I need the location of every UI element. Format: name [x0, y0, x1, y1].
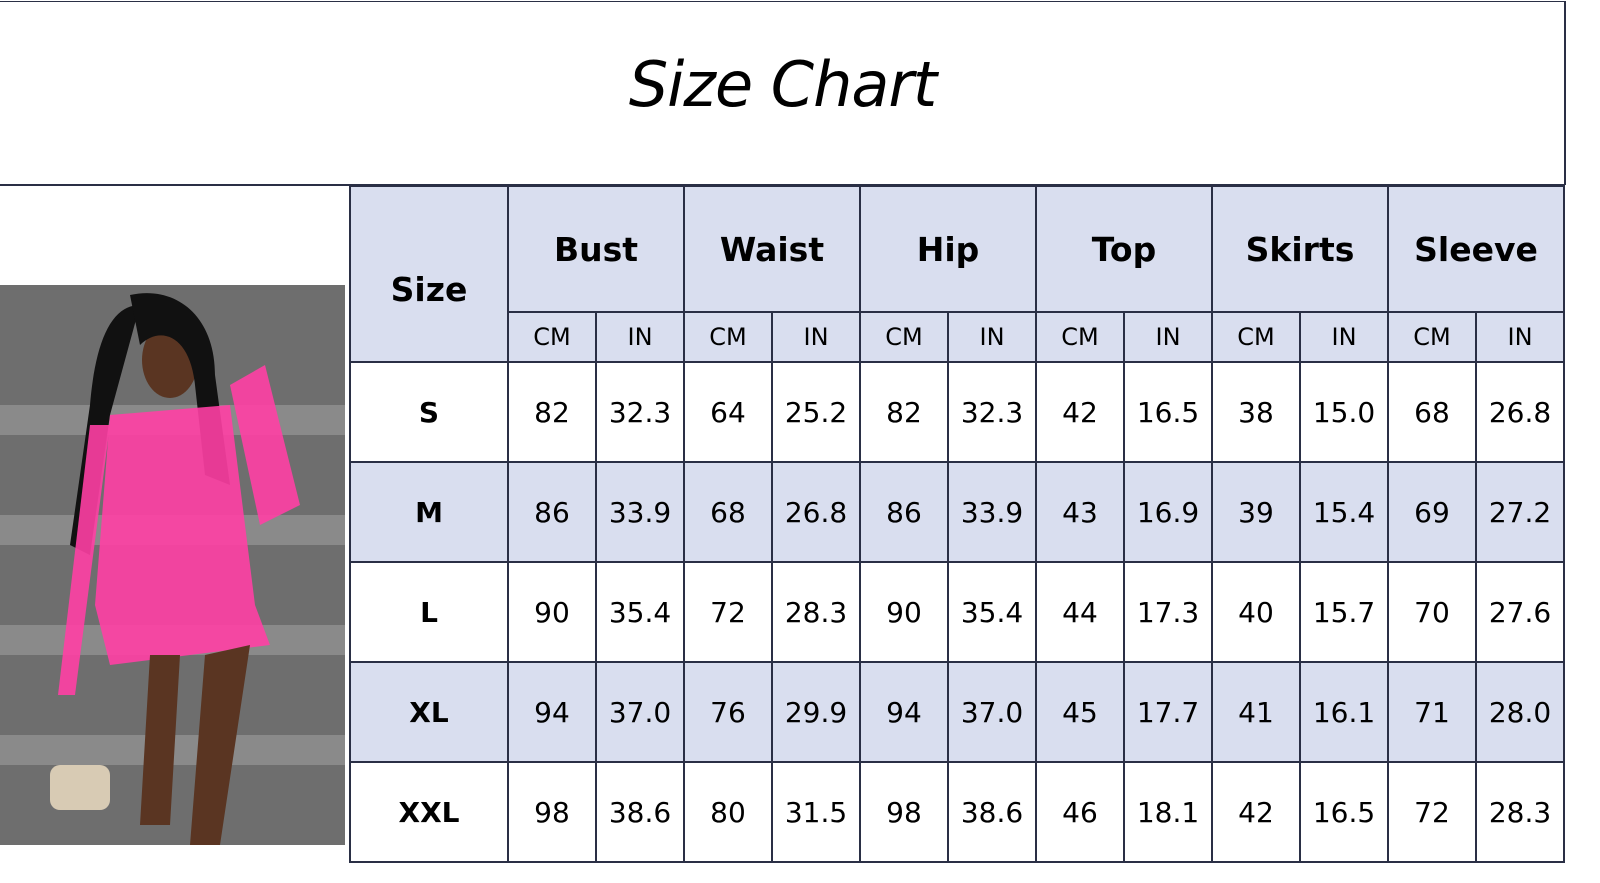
unit-header-cm: CM [1211, 311, 1301, 363]
measurement-cell: 16.5 [1123, 361, 1213, 463]
measurement-cell: 98 [507, 761, 597, 863]
measurement-cell: 42 [1211, 761, 1301, 863]
measurement-cell: 33.9 [947, 461, 1037, 563]
unit-header-in: IN [947, 311, 1037, 363]
unit-header-in: IN [1475, 311, 1565, 363]
divider [0, 184, 1565, 186]
size-cell: XL [349, 661, 509, 763]
measurement-cell: 40 [1211, 561, 1301, 663]
top-border [0, 1, 1565, 2]
measurement-cell: 41 [1211, 661, 1301, 763]
measurement-cell: 71 [1387, 661, 1477, 763]
group-header-top: Top [1035, 185, 1213, 313]
size-chart-table: Size Bust Waist Hip Top Skirts Sleeve CM… [349, 185, 1565, 863]
measurement-cell: 94 [859, 661, 949, 763]
measurement-cell: 15.7 [1299, 561, 1389, 663]
table-row: XL 94 37.0 76 29.9 94 37.0 45 17.7 41 16.1 71 28.0 [349, 661, 1565, 763]
measurement-cell: 17.3 [1123, 561, 1213, 663]
unit-header-cm: CM [1035, 311, 1125, 363]
table-row: XXL 98 38.6 80 31.5 98 38.6 46 18.1 42 16.5 72 28.3 [349, 761, 1565, 863]
measurement-cell: 35.4 [595, 561, 685, 663]
measurement-cell: 86 [859, 461, 949, 563]
size-cell: S [349, 361, 509, 463]
measurement-cell: 28.3 [1475, 761, 1565, 863]
measurement-cell: 37.0 [947, 661, 1037, 763]
measurement-cell: 80 [683, 761, 773, 863]
measurement-cell: 82 [859, 361, 949, 463]
table-row: S 82 32.3 64 25.2 82 32.3 42 16.5 38 15.0 68 26.8 [349, 361, 1565, 463]
measurement-cell: 69 [1387, 461, 1477, 563]
group-header-sleeve: Sleeve [1387, 185, 1565, 313]
group-header-skirts: Skirts [1211, 185, 1389, 313]
unit-header-cm: CM [859, 311, 949, 363]
unit-row: CM IN CM IN CM IN CM IN CM IN CM IN [350, 311, 1565, 363]
measurement-cell: 26.8 [771, 461, 861, 563]
unit-header-in: IN [1299, 311, 1389, 363]
measurement-cell: 18.1 [1123, 761, 1213, 863]
measurement-cell: 32.3 [595, 361, 685, 463]
measurement-cell: 72 [1387, 761, 1477, 863]
measurement-cell: 44 [1035, 561, 1125, 663]
measurement-cell: 33.9 [595, 461, 685, 563]
unit-header-cm: CM [683, 311, 773, 363]
model-photo [0, 285, 345, 845]
measurement-cell: 76 [683, 661, 773, 763]
group-header-hip: Hip [859, 185, 1037, 313]
measurement-cell: 37.0 [595, 661, 685, 763]
page-title: Size Chart [628, 48, 937, 121]
measurement-cell: 38.6 [595, 761, 685, 863]
measurement-cell: 70 [1387, 561, 1477, 663]
measurement-cell: 68 [683, 461, 773, 563]
size-cell: L [349, 561, 509, 663]
measurement-cell: 29.9 [771, 661, 861, 763]
measurement-cell: 64 [683, 361, 773, 463]
table-row: L 90 35.4 72 28.3 90 35.4 44 17.3 40 15.7 70 27.6 [349, 561, 1565, 663]
measurement-cell: 15.4 [1299, 461, 1389, 563]
measurement-cell: 68 [1387, 361, 1477, 463]
measurement-cell: 26.8 [1475, 361, 1565, 463]
measurement-cell: 39 [1211, 461, 1301, 563]
measurement-cell: 15.0 [1299, 361, 1389, 463]
measurement-cell: 38.6 [947, 761, 1037, 863]
measurement-cell: 27.6 [1475, 561, 1565, 663]
measurement-cell: 43 [1035, 461, 1125, 563]
measurement-cell: 98 [859, 761, 949, 863]
unit-header-in: IN [1123, 311, 1213, 363]
unit-header-in: IN [771, 311, 861, 363]
measurement-cell: 94 [507, 661, 597, 763]
measurement-cell: 28.0 [1475, 661, 1565, 763]
measurement-cell: 32.3 [947, 361, 1037, 463]
measurement-cell: 27.2 [1475, 461, 1565, 563]
measurement-cell: 72 [683, 561, 773, 663]
measurement-cell: 42 [1035, 361, 1125, 463]
measurement-cell: 31.5 [771, 761, 861, 863]
group-header-waist: Waist [683, 185, 861, 313]
unit-header-cm: CM [507, 311, 597, 363]
measurement-cell: 16.5 [1299, 761, 1389, 863]
size-cell: M [349, 461, 509, 563]
measurement-cell: 38 [1211, 361, 1301, 463]
header-row: Size Bust Waist Hip Top Skirts Sleeve [349, 185, 1565, 363]
measurement-cell: 28.3 [771, 561, 861, 663]
measurement-cell: 46 [1035, 761, 1125, 863]
table-row: M 86 33.9 68 26.8 86 33.9 43 16.9 39 15.4 69 27.2 [349, 461, 1565, 563]
measurement-cell: 16.9 [1123, 461, 1213, 563]
unit-header-in: IN [595, 311, 685, 363]
measurement-cell: 16.1 [1299, 661, 1389, 763]
measurement-cell: 90 [507, 561, 597, 663]
size-header: Size [349, 185, 509, 363]
right-border [1564, 1, 1566, 185]
measurement-cell: 90 [859, 561, 949, 663]
measurement-cell: 35.4 [947, 561, 1037, 663]
measurement-cell: 25.2 [771, 361, 861, 463]
measurement-cell: 82 [507, 361, 597, 463]
group-header-bust: Bust [507, 185, 685, 313]
measurement-cell: 17.7 [1123, 661, 1213, 763]
unit-header-cm: CM [1387, 311, 1477, 363]
measurement-cell: 86 [507, 461, 597, 563]
size-cell: XXL [349, 761, 509, 863]
measurement-cell: 45 [1035, 661, 1125, 763]
